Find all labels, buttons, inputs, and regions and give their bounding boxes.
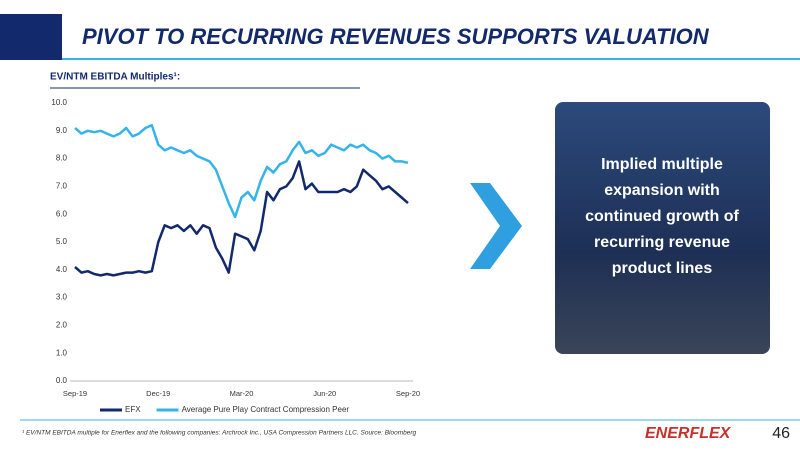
- logo: ENERFLEX: [645, 425, 732, 442]
- callout-line: recurring revenue: [594, 234, 730, 251]
- title-block: [0, 14, 62, 60]
- callout-line: product lines: [612, 260, 713, 277]
- y-tick-label: 1.0: [56, 348, 68, 357]
- page-number: 46: [772, 425, 790, 442]
- legend-label: EFX: [125, 405, 141, 414]
- y-tick-label: 5.0: [56, 237, 68, 246]
- series-line: [74, 123, 409, 219]
- callout-box: [555, 102, 770, 354]
- callout-line: continued growth of: [585, 208, 739, 225]
- x-tick-label: Dec-19: [146, 389, 170, 398]
- legend-label: Average Pure Play Contract Compression P…: [182, 405, 350, 414]
- series-line: [74, 160, 409, 277]
- y-tick-label: 8.0: [56, 154, 68, 163]
- x-tick-label: Sep-20: [396, 389, 420, 398]
- arrow: [470, 183, 522, 269]
- y-tick-label: 3.0: [56, 293, 68, 302]
- x-tick-label: Mar-20: [230, 389, 254, 398]
- y-tick-label: 6.0: [56, 209, 68, 218]
- x-tick-label: Sep-19: [63, 389, 87, 398]
- y-tick-label: 10.0: [51, 98, 67, 107]
- y-tick-label: 4.0: [56, 265, 68, 274]
- slide-title: PIVOT TO RECURRING REVENUES SUPPORTS VAL…: [82, 24, 710, 49]
- callout-line: Implied multiple: [601, 156, 723, 173]
- x-tick-label: Jun-20: [313, 389, 336, 398]
- footnote: ¹ EV/NTM EBITDA multiple for Enerflex an…: [22, 430, 417, 437]
- y-tick-label: 2.0: [56, 321, 68, 330]
- callout-line: expansion with: [604, 182, 720, 199]
- chart-title: EV/NTM EBITDA Multiples¹:: [50, 72, 180, 83]
- y-tick-label: 0.0: [56, 376, 68, 385]
- callout: Implied multiple expansion with continued …: [585, 156, 739, 277]
- y-tick-label: 9.0: [56, 126, 68, 135]
- y-tick-label: 7.0: [56, 182, 68, 191]
